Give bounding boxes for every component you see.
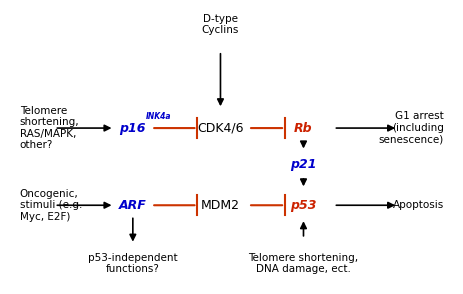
Text: INK4a: INK4a (145, 112, 170, 121)
Text: Telomere
shortening,
RAS/MAPK,
other?: Telomere shortening, RAS/MAPK, other? (20, 106, 79, 151)
Text: Apoptosis: Apoptosis (392, 200, 443, 210)
Text: Oncogenic,
stimuli (e.g.
Myc, E2F): Oncogenic, stimuli (e.g. Myc, E2F) (20, 189, 82, 222)
Text: D-type
Cyclins: D-type Cyclins (201, 14, 238, 36)
Text: Telomere shortening,
DNA damage, ect.: Telomere shortening, DNA damage, ect. (248, 253, 358, 274)
Text: p16: p16 (119, 122, 146, 135)
Text: G1 arrest
(including
senescence): G1 arrest (including senescence) (378, 111, 443, 145)
Text: Rb: Rb (294, 122, 312, 135)
Text: ARF: ARF (119, 199, 146, 212)
Text: MDM2: MDM2 (200, 199, 239, 212)
Text: p53-independent
functions?: p53-independent functions? (88, 253, 177, 274)
Text: CDK4/6: CDK4/6 (197, 122, 243, 135)
Text: p21: p21 (290, 158, 316, 171)
Text: p53: p53 (290, 199, 316, 212)
